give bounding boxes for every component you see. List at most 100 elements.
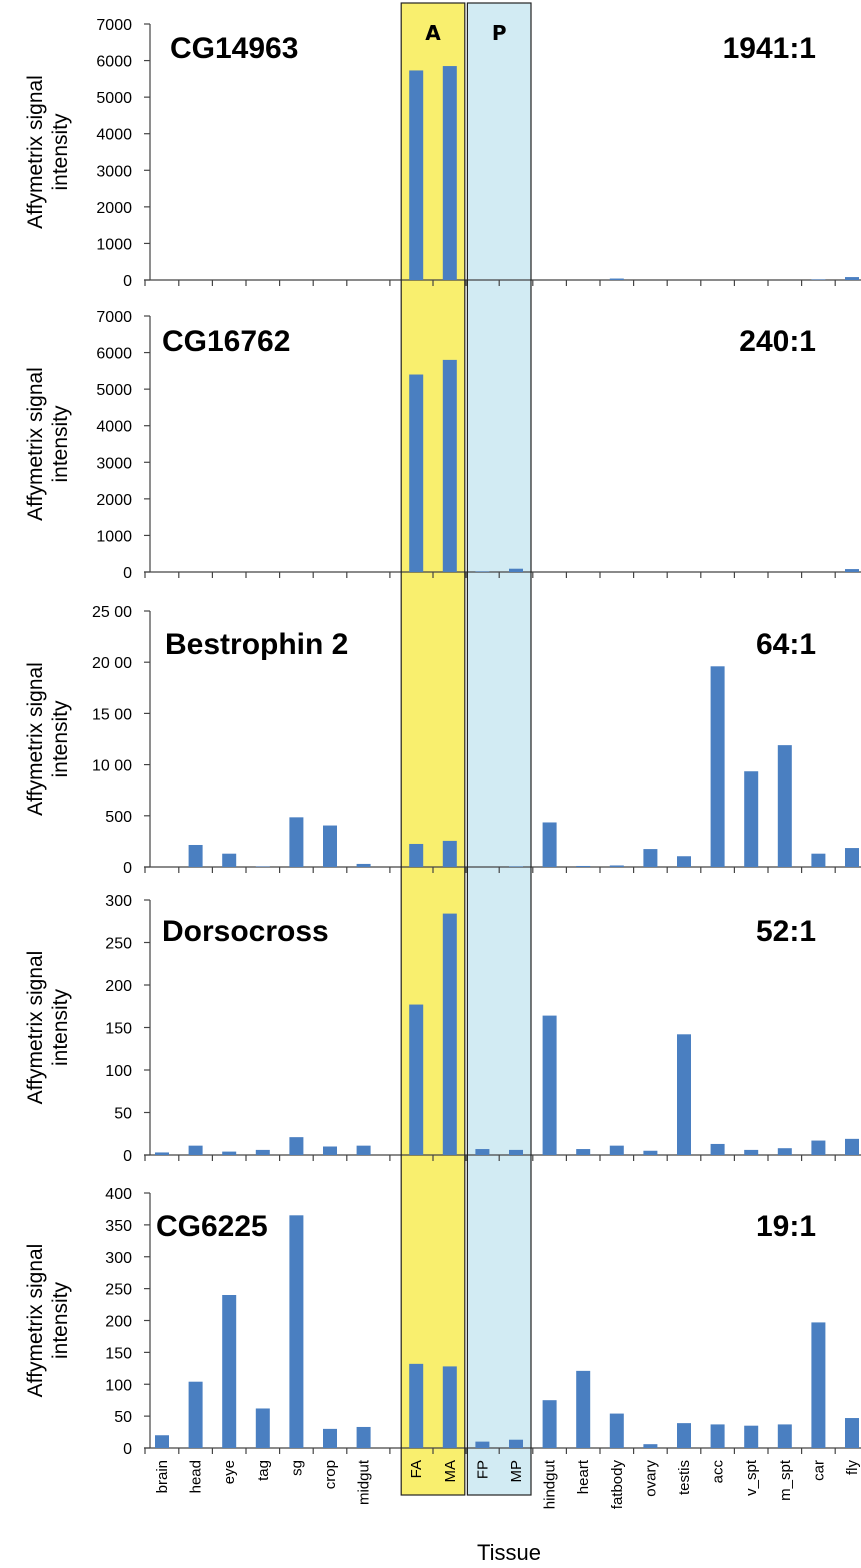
bar-bestrophin-2-testis [677,856,691,867]
panel-layer: 01000200030004000500060007000Affymetrix … [24,17,861,1458]
gene-title: CG16762 [162,325,290,358]
bar-cg6225-brain [155,1435,169,1448]
y-tick-label: 50 [114,1106,132,1123]
panel-cg16762: 0 1000 2000 3000 4000 5000 6000 7000 Affymetrix … [24,309,861,582]
y-tick-label: 1000 [96,528,132,545]
bar-dorsocross-testis [677,1034,691,1155]
y-tick-label: 5000 [96,90,132,107]
bar-dorsocross-ovary [643,1150,658,1155]
bar-bestrophin-2-eye [222,853,237,867]
bar-cg6225-v-spt [744,1425,759,1448]
ratio-annotation: 19:1 [756,1210,816,1243]
bar-bestrophin-2-hindgut [542,822,557,867]
bar-dorsocross-heart [576,1149,591,1155]
bar-cg6225-fa [409,1363,424,1448]
bar-cg6225-fp [475,1441,490,1448]
bar-cg6225-crop [323,1428,337,1448]
y-tick-label: 250 [105,936,132,953]
bar-dorsocross-fly [845,1138,859,1155]
bar-bestrophin-2-fa [409,843,424,867]
bar-cg16762-ma [442,359,457,572]
y-tick-label: 2000 [96,200,132,217]
x-tick-label-acc: acc [710,1460,727,1484]
y-axis-title: Affymetrix signalintensity [24,75,72,229]
x-tick-label-eye: eye [221,1460,238,1484]
bar-dorsocross-tag [255,1149,270,1155]
bar-cg6225-m-spt [777,1424,792,1448]
y-tick-label: 200 [105,1314,132,1331]
bar-dorsocross-acc [710,1143,725,1155]
y-axis-title: Affymetrix signalintensity [24,662,72,816]
y-tick-label: 0 [123,273,132,290]
bar-bestrophin-2-crop [323,825,337,867]
ratio-annotation: 52:1 [756,915,816,948]
bar-bestrophin-2-acc [710,666,725,867]
y-tick-label: 300 [105,1250,132,1267]
bar-bestrophin-2-fly [845,848,859,867]
y-tick-label: 6000 [96,346,132,363]
bar-cg6225-testis [677,1423,691,1448]
bar-dorsocross-m-spt [777,1148,792,1155]
y-tick-label: 0 [123,1148,132,1165]
y-tick-label: 7000 [96,309,132,326]
x-tick-label-layer: brain head eye tag sg crop midgut FA MA FP MP hindg… [154,1459,861,1509]
y-tick-label: 250 [105,1282,132,1299]
x-tick-label-fp: FP [474,1460,491,1479]
y-tick-label: 6000 [96,54,132,71]
bar-bestrophin-2-tag [255,866,270,867]
bar-dorsocross-hindgut [542,1015,557,1155]
bar-bestrophin-2-m-spt [777,745,792,867]
y-tick-label: 500 [105,809,132,826]
y-tick-label: 400 [105,1186,132,1203]
x-tick-label-tag: tag [255,1460,272,1481]
bar-cg6225-midgut [356,1426,371,1448]
y-tick-label: 200 [105,978,132,995]
x-tick-label-fa: FA [408,1460,425,1478]
y-tick-label: 15 00 [92,706,132,723]
x-tick-label-midgut: midgut [356,1459,373,1505]
ratio-annotation: 1941:1 [723,32,816,65]
x-tick-label-testis: testis [676,1460,693,1495]
y-tick-label: 1000 [96,236,132,253]
bar-cg6225-ovary [643,1444,658,1448]
bar-dorsocross-crop [323,1146,337,1155]
y-tick-label: 300 [105,893,132,910]
panel-dorsocross: 0 50 100 150 200 250 300 Affymetrix signalinten… [24,893,861,1165]
bar-dorsocross-sg [289,1137,304,1155]
bar-dorsocross-ma [442,913,457,1155]
bar-dorsocross-brain [155,1152,169,1155]
bar-bestrophin-2-mp [509,866,523,867]
bar-cg6225-car [811,1322,826,1448]
x-tick-label-mp: MP [508,1460,525,1483]
bar-cg16762-mp [509,568,523,572]
bar-cg6225-head [188,1381,203,1448]
bar-dorsocross-mp [509,1149,523,1155]
bar-cg6225-ma [442,1366,457,1448]
y-tick-label: 20 00 [92,655,132,672]
y-tick-label: 350 [105,1218,132,1235]
bar-dorsocross-midgut [356,1145,371,1155]
bar-cg16762-fp [475,571,490,572]
bar-cg14963-fa [409,70,424,281]
band-p-label: P [492,21,507,45]
bar-dorsocross-fa [409,1004,424,1155]
x-tick-label-v-spt: v_spt [743,1459,760,1496]
bar-bestrophin-2-head [188,844,203,867]
bar-bestrophin-2-heart [576,865,591,867]
bar-dorsocross-v-spt [744,1149,759,1155]
panel-cg6225: 0 50 100 150 200 250 300 350 400 Affymetrix signa… [24,1186,861,1458]
bar-bestrophin-2-fatbody [609,865,624,867]
band-p-frame [466,2,532,1496]
x-tick-label-hindgut: hindgut [542,1459,559,1509]
x-axis-title: Tissue [477,1540,541,1565]
x-tick-label-crop: crop [322,1460,339,1489]
bar-cg14963-car [811,279,826,280]
y-axis-title: Affymetrix signalintensity [24,367,72,521]
y-tick-label: 100 [105,1063,132,1080]
bar-cg16762-fa [409,374,424,572]
gene-title: Dorsocross [162,915,329,948]
band-a-label: A [425,21,441,45]
bar-bestrophin-2-v-spt [744,771,759,867]
y-tick-label: 3000 [96,163,132,180]
